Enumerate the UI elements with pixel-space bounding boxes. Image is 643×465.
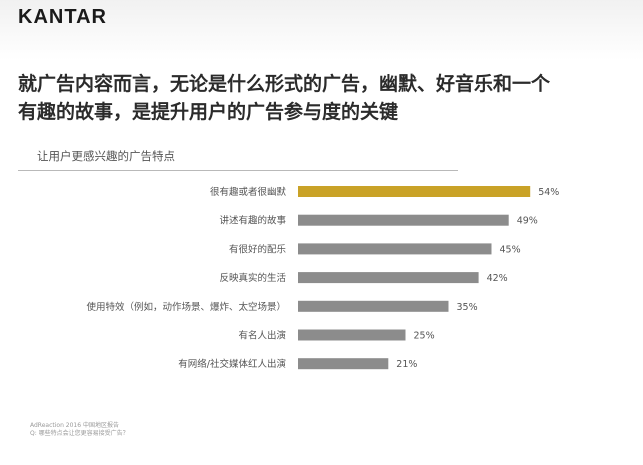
- footnote: AdReaction 2016 中国地区报告 Q: 哪些特点会让您更容易接受广告…: [30, 422, 129, 438]
- title-line-1: 就广告内容而言，无论是什么形式的广告，幽默、好音乐和一个: [18, 73, 551, 95]
- subtitle-divider: [18, 170, 458, 171]
- bar: [298, 272, 479, 284]
- bar: [298, 186, 531, 197]
- bar: [298, 358, 389, 370]
- bar: [298, 214, 509, 226]
- title-line-2: 有趣的故事，是提升用户的广告参与度的关键: [18, 101, 399, 123]
- bar: [298, 243, 492, 255]
- header-background: [0, 0, 643, 60]
- category-label: 有名人出演: [238, 330, 286, 342]
- category-label: 很有趣或者很幽默: [210, 186, 287, 198]
- value-label: 25%: [414, 331, 435, 342]
- bar-chart: 很有趣或者很幽默 54% 讲述有趣的故事 49% 有很好的配乐 45% 反映真实的生活 42%…: [86, 186, 559, 370]
- value-label: 35%: [457, 302, 478, 313]
- category-label: 有很好的配乐: [229, 243, 287, 255]
- category-label: 有网络/社交媒体红人出演: [178, 358, 286, 370]
- footnote-question: Q: 哪些特点会让您更容易接受广告？: [30, 430, 129, 437]
- footnote-source: AdReaction 2016 中国地区报告: [30, 422, 119, 429]
- bar: [298, 329, 406, 341]
- bar: [298, 300, 449, 312]
- category-label: 讲述有趣的故事: [219, 215, 286, 227]
- value-label: 42%: [487, 273, 508, 284]
- category-label: 使用特效（例如，动作场景、爆炸、太空场景）: [86, 301, 286, 313]
- value-label: 21%: [396, 359, 417, 370]
- kantar-logo: KANTAR: [18, 6, 107, 28]
- category-label: 反映真实的生活: [219, 272, 286, 284]
- page-title: 就广告内容而言，无论是什么形式的广告，幽默、好音乐和一个 有趣的故事，是提升用户…: [18, 70, 633, 126]
- value-label: 54%: [538, 187, 559, 198]
- value-label: 45%: [500, 244, 521, 255]
- chart-subtitle: 让用户更感兴趣的广告特点: [37, 149, 175, 163]
- value-label: 49%: [517, 216, 538, 227]
